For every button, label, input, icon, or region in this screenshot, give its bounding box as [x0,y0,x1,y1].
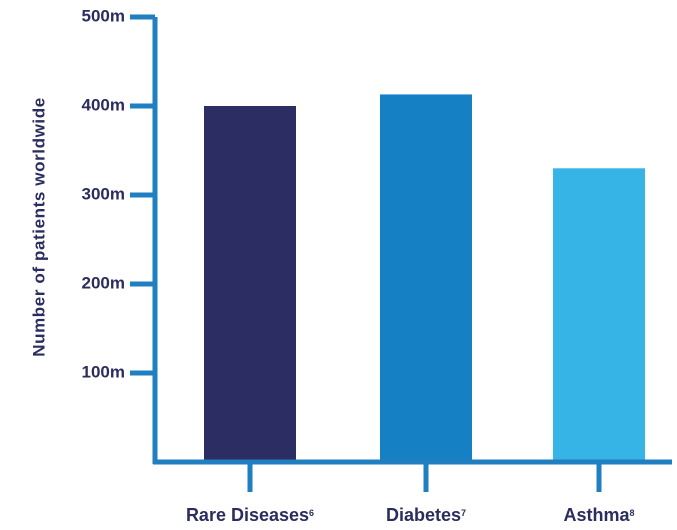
y-tick-label-100: 100m [82,362,125,381]
labels-group: 100m 200m 300m 400m 500m Rare Diseases6 Diabet… [82,6,635,525]
bar-asthma [553,168,645,463]
superscript-diabetes: 7 [461,508,466,518]
bar-rare-diseases [204,106,296,462]
y-tick-label-200: 200m [82,273,125,292]
superscript-asthma: 8 [630,508,635,518]
bars-group [204,94,645,463]
y-tick-label-400: 400m [82,95,125,114]
y-tick-label-500: 500m [82,6,125,25]
axes-group [130,14,672,492]
bar-diabetes [380,94,472,463]
y-axis-label: Number of patients worldwide [29,97,48,357]
x-tick-label-rare-diseases: Rare Diseases6 [186,505,314,525]
x-tick-label-diabetes: Diabetes7 [386,505,466,525]
superscript-rare-diseases: 6 [309,508,314,518]
x-tick-label-asthma: Asthma8 [563,505,634,525]
y-tick-label-300: 300m [82,184,125,203]
